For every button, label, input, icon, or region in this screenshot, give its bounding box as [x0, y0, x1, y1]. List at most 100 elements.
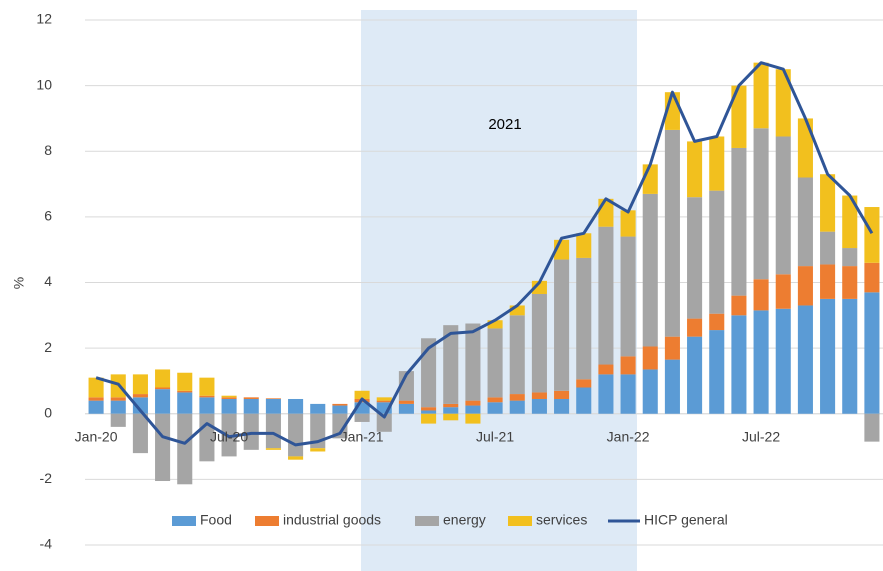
bar-segment — [554, 259, 570, 391]
bar-segment — [332, 413, 348, 439]
bar-segment — [110, 413, 126, 427]
bar-segment — [731, 85, 747, 148]
bar-segment — [177, 413, 193, 485]
bar-segment — [221, 398, 237, 414]
bar-segment — [487, 320, 503, 329]
bar-segment — [310, 448, 326, 452]
bar-segment — [576, 387, 592, 414]
bar-segment — [664, 359, 680, 414]
bar-segment — [155, 387, 171, 390]
y-tick-label: 10 — [36, 76, 52, 92]
bar-segment — [288, 398, 304, 414]
bar-segment — [687, 318, 703, 337]
bar-segment — [620, 356, 636, 375]
bar-segment — [509, 315, 525, 395]
bar-segment — [354, 390, 370, 399]
bar-segment — [243, 398, 259, 414]
bar-segment — [88, 377, 104, 398]
bar-segment — [332, 405, 348, 414]
bar-segment — [199, 377, 215, 396]
bar-segment — [354, 413, 370, 422]
bar-segment — [398, 400, 414, 404]
bar-segment — [487, 402, 503, 414]
bar-segment — [709, 330, 725, 414]
bar-segment — [554, 390, 570, 399]
bar-segment — [864, 207, 880, 263]
bar-segment — [177, 392, 193, 414]
bar-segment — [820, 231, 836, 265]
bar-segment — [531, 392, 547, 399]
bar-segment — [775, 308, 791, 414]
bar-segment — [199, 395, 215, 398]
legend-label: services — [536, 512, 587, 528]
y-tick-label: 6 — [44, 208, 52, 224]
bar-segment — [598, 364, 614, 375]
bar-segment — [177, 372, 193, 391]
bar-segment — [421, 338, 437, 408]
bar-segment — [576, 233, 592, 258]
bar-segment — [642, 193, 658, 347]
legend-label: industrial goods — [283, 512, 381, 528]
x-tick-label: Jan-20 — [75, 428, 118, 444]
bar-segment — [864, 413, 880, 442]
bar-segment — [465, 400, 481, 406]
bar-segment — [443, 325, 459, 404]
x-tick-label: Jan-22 — [607, 428, 650, 444]
bar-segment — [221, 395, 237, 398]
legend-swatch — [255, 516, 279, 526]
bar-segment — [443, 407, 459, 414]
bar-segment — [509, 400, 525, 414]
bar-segment — [243, 413, 259, 450]
bar-segment — [753, 310, 769, 414]
bar-segment — [443, 403, 459, 408]
bar-segment — [465, 413, 481, 424]
bar-segment — [598, 374, 614, 414]
bar-segment — [421, 407, 437, 411]
bar-segment — [598, 226, 614, 365]
bar-segment — [842, 266, 858, 299]
y-tick-label: 4 — [44, 273, 52, 289]
bar-segment — [731, 315, 747, 414]
x-tick-label: Jul-21 — [476, 428, 514, 444]
bar-segment — [709, 313, 725, 331]
bar-segment — [687, 336, 703, 414]
bar-segment — [797, 118, 813, 178]
line-series — [95, 61, 874, 447]
bar-segment — [531, 398, 547, 414]
bar-segment — [487, 397, 503, 403]
bar-segment — [265, 413, 281, 449]
legend: Food industrial goods energy services HICP g… — [172, 512, 728, 528]
y-tick-label: -2 — [40, 470, 53, 486]
bar-segment — [842, 298, 858, 414]
bar-segment — [310, 403, 326, 414]
bar-segment — [797, 266, 813, 306]
annotation: 2021 — [488, 116, 521, 133]
bar-segment — [864, 262, 880, 293]
x-tick-label: Jul-20 — [210, 428, 248, 444]
bar-segment — [775, 274, 791, 309]
highlight-2021 — [361, 10, 637, 571]
grid — [85, 19, 883, 546]
bar-segment — [664, 129, 680, 337]
bar-segment — [376, 397, 392, 401]
bar-segment — [177, 390, 193, 393]
x-tick-label: Jul-22 — [742, 428, 780, 444]
y-tick-label: -4 — [40, 536, 53, 552]
bar-segment — [775, 69, 791, 137]
bar-segment — [155, 369, 171, 388]
bar-segment — [465, 323, 481, 401]
bar-segment — [132, 394, 148, 398]
bar-segment — [199, 397, 215, 414]
bar-segment — [753, 62, 769, 129]
bar-segment — [221, 397, 237, 399]
bar-segment — [664, 336, 680, 360]
bar-segment — [243, 397, 259, 399]
bar-segment — [797, 177, 813, 267]
bar-segment — [531, 293, 547, 393]
bar-segment — [709, 190, 725, 314]
legend-label: Food — [200, 512, 232, 528]
bar-segment — [797, 305, 813, 414]
bar-segment — [132, 374, 148, 395]
legend-label: energy — [443, 512, 486, 528]
bar-segment — [753, 279, 769, 311]
